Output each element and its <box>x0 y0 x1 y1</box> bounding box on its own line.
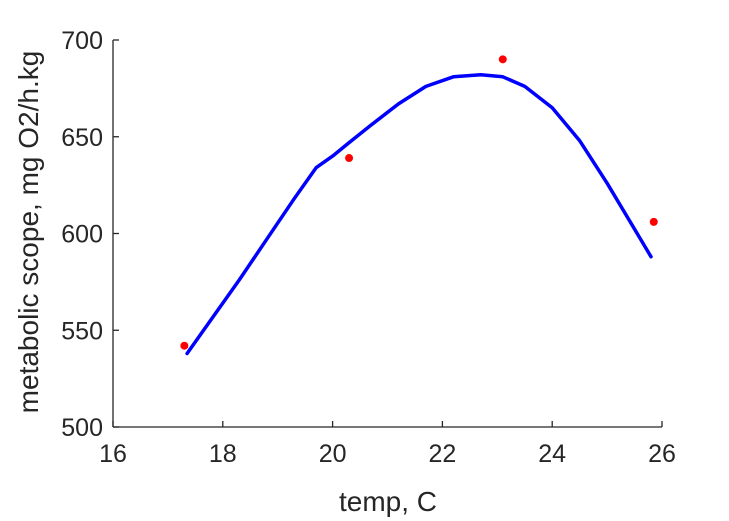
y-axis-label: metabolic scope, mg O2/h.kg <box>13 51 44 414</box>
data-point <box>345 154 354 163</box>
x-axis-label: temp, C <box>339 486 437 517</box>
y-tick-label: 500 <box>61 414 103 442</box>
y-tick-label: 700 <box>61 27 103 55</box>
x-tick-label: 18 <box>209 440 237 468</box>
x-tick-label: 26 <box>648 440 676 468</box>
data-points-layer <box>180 55 658 350</box>
tick-labels-layer: 16 18 20 22 24 26 500 550 600 650 700 <box>61 27 676 468</box>
data-point <box>180 341 189 350</box>
x-tick-label: 16 <box>99 440 127 468</box>
fitted-curve-layer <box>185 73 653 356</box>
fitted-curve-line <box>185 73 653 356</box>
data-point <box>649 217 658 226</box>
y-tick-label: 550 <box>61 317 103 345</box>
x-tick-label: 22 <box>428 440 456 468</box>
y-tick-label: 600 <box>61 221 103 249</box>
x-tick-label: 20 <box>319 440 347 468</box>
data-point <box>498 55 507 64</box>
x-tick-label: 24 <box>538 440 566 468</box>
y-tick-label: 650 <box>61 124 103 152</box>
axes <box>112 39 663 428</box>
